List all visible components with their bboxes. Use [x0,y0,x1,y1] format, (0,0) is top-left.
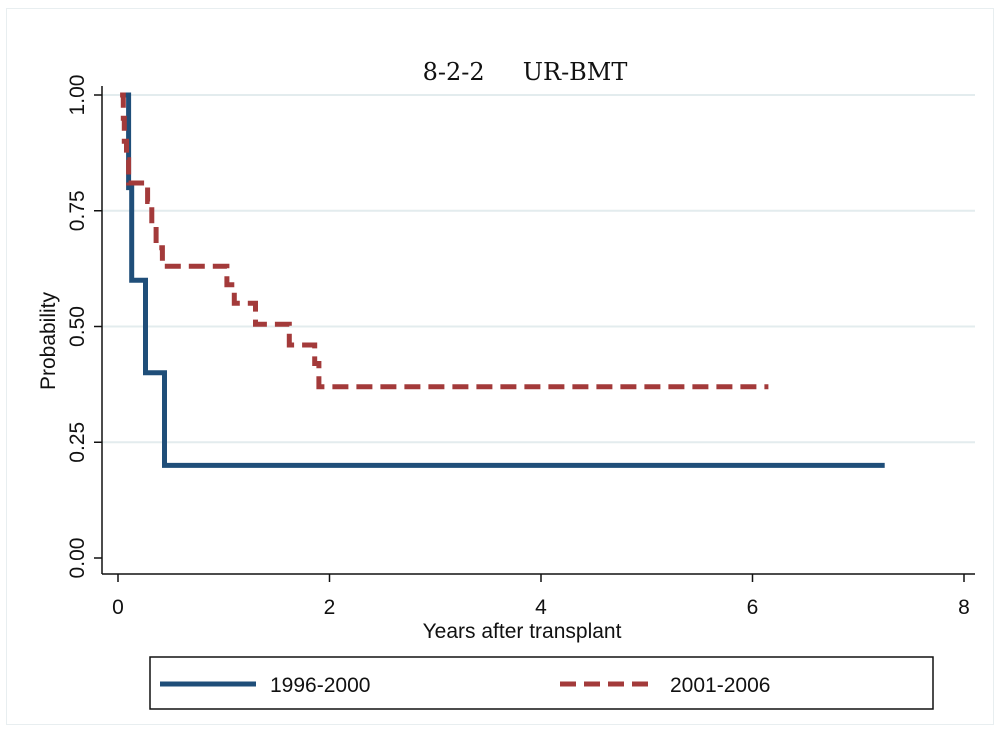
legend: 1996-2000 2001-2006 [149,656,934,710]
legend-label-1: 1996-2000 [270,674,370,697]
y-tick-label: 0.00 [66,538,89,579]
chart-title: 8-2-2 UR-BMT [423,58,628,86]
x-axis-label: Years after transplant [423,620,622,643]
axes: 0.00 0.25 0.50 0.75 1.00 0 2 4 6 8 [66,75,975,619]
chart-frame [6,8,994,725]
x-tick-label: 0 [112,596,124,619]
legend-box [149,656,934,710]
y-tick-label: 0.50 [66,306,89,347]
series-line-1 [125,92,885,468]
y-tick-label: 0.25 [66,422,89,463]
series-line-2 [120,92,769,390]
x-tick-label: 4 [535,596,547,619]
x-tick-label: 6 [747,596,759,619]
grid-lines [102,94,975,444]
y-tick-label: 0.75 [66,190,89,231]
x-tick-label: 8 [958,596,970,619]
legend-label-2: 2001-2006 [670,674,770,697]
series-lines [120,92,885,468]
y-tick-label: 1.00 [66,75,89,116]
y-axis-label: Probability [37,291,60,390]
x-tick-label: 2 [324,596,336,619]
